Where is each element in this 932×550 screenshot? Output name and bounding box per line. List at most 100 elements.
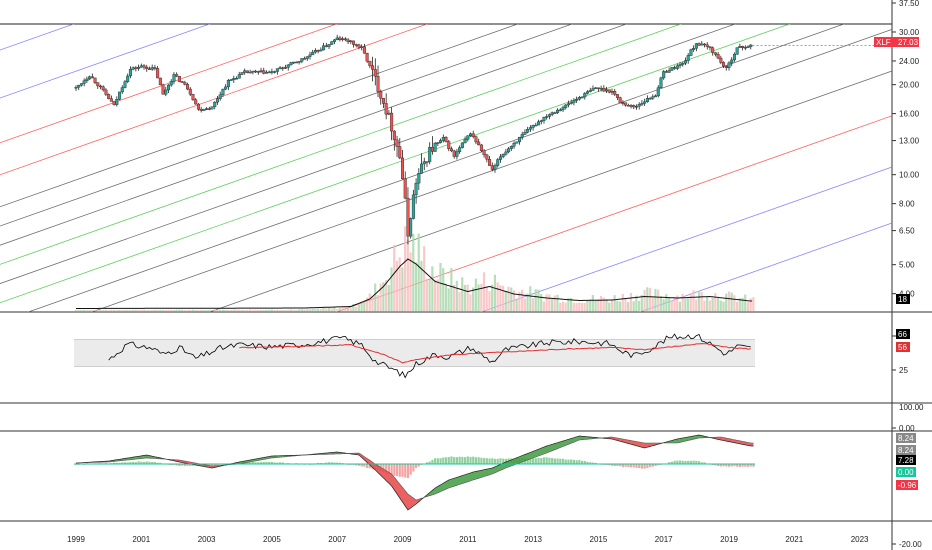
candle-body (591, 88, 595, 91)
volume-bar (202, 310, 205, 311)
volume-bar (692, 290, 695, 311)
volume-bar (518, 291, 521, 311)
candle-body (131, 67, 135, 70)
macd-histogram-bar (385, 464, 388, 474)
volume-bar (420, 260, 423, 311)
time-tick-label: 2011 (459, 535, 477, 544)
candle-body (460, 142, 464, 148)
volume-bar (404, 226, 407, 311)
candle-body (373, 69, 377, 77)
time-tick-label: 2015 (590, 535, 608, 544)
macd-histogram-bar (526, 458, 529, 464)
candle-body (303, 58, 307, 60)
volume-bar (178, 309, 181, 311)
volume-bar (262, 310, 265, 311)
candle-body (379, 91, 383, 99)
candle-body (332, 39, 336, 42)
macd-histogram-bar (265, 461, 268, 464)
volume-bar (417, 233, 420, 311)
candle-body (730, 59, 734, 64)
volume-bar (507, 286, 510, 311)
macd-histogram-bar (404, 464, 407, 478)
macd-histogram-bar (153, 462, 157, 464)
macd-histogram-bar (434, 458, 437, 464)
volume-bar (531, 298, 535, 311)
macd-histogram-bar (257, 462, 260, 464)
candle-body (145, 66, 149, 69)
macd-histogram-bar (703, 462, 706, 464)
macd-histogram-bar (330, 462, 333, 464)
volume-bar (170, 309, 173, 311)
volume-bar (550, 298, 554, 311)
candle-body (218, 94, 222, 99)
volume-bar (104, 309, 107, 311)
volume-badge-bg (896, 294, 910, 304)
candle-body (588, 90, 592, 92)
volume-bar (567, 298, 570, 311)
candle-body (738, 46, 742, 48)
candle-body (406, 197, 410, 237)
macd-histogram-bar (461, 456, 464, 464)
candle-body (539, 120, 543, 122)
candle-body (387, 112, 391, 115)
volume-bar (589, 299, 592, 311)
macd-axis[interactable]: 0.00 -20.00 (892, 424, 922, 549)
volume-bar (186, 310, 189, 311)
candle-body (93, 77, 97, 83)
macd-histogram-bar (572, 459, 576, 464)
volume-bar (235, 309, 238, 311)
macd-pane[interactable] (74, 434, 755, 511)
volume-bar (308, 309, 311, 311)
volume-bar (327, 308, 331, 311)
volume-bar (379, 283, 382, 311)
volume-bar (189, 310, 192, 311)
candle-body (735, 47, 739, 55)
volume-bar (365, 297, 369, 311)
volume-bar (93, 310, 97, 311)
time-axis[interactable]: 1999 2001 2003 2005 2007 2009 2011 2013 2015 2017… (67, 535, 869, 544)
time-tick-label: 2001 (132, 535, 150, 544)
candle-body (134, 67, 138, 69)
macd-histogram-bar (738, 464, 741, 468)
volume-bar (390, 267, 393, 311)
blank-pane-axis[interactable]: 100.00 (899, 403, 924, 412)
price-pane[interactable] (0, 0, 892, 538)
macd-histogram-bar (697, 461, 701, 464)
candle-body (572, 100, 576, 103)
macd-histogram-bar (654, 464, 657, 467)
macd-histogram-bar (463, 457, 467, 464)
volume-bar (597, 299, 600, 311)
candle-body (458, 147, 462, 152)
time-tick-label: 2023 (851, 535, 869, 544)
volume-bar (227, 310, 230, 311)
rsi-badges: 66 56 (896, 329, 910, 352)
volume-bar (257, 309, 260, 311)
volume-bar (488, 291, 491, 311)
rsi-pane[interactable] (74, 333, 755, 379)
macd-histogram-bar (156, 462, 159, 464)
macd-histogram-bar (259, 462, 263, 464)
macd-histogram-bar (118, 462, 121, 464)
volume-bar (401, 267, 404, 311)
macd-badge-bg (896, 467, 916, 477)
volume-bar (322, 307, 325, 311)
volume-bar (374, 283, 377, 311)
candle-body (441, 137, 445, 141)
volume-bar (697, 291, 701, 311)
candle-body (381, 98, 385, 104)
candle-body (371, 65, 375, 70)
candle-body (137, 67, 141, 69)
volume-bar (311, 308, 314, 311)
candle-body (161, 84, 165, 95)
macd-histogram-bar (485, 458, 488, 464)
macd-histogram-bar (616, 464, 619, 467)
candle-body (392, 130, 396, 141)
candle-body (466, 135, 470, 140)
volume-bar (85, 310, 88, 311)
volume-bar (466, 284, 469, 311)
volume-bar (474, 278, 477, 311)
volume-bar (741, 297, 744, 311)
volume-bar (738, 298, 741, 311)
candle-body (575, 98, 579, 101)
